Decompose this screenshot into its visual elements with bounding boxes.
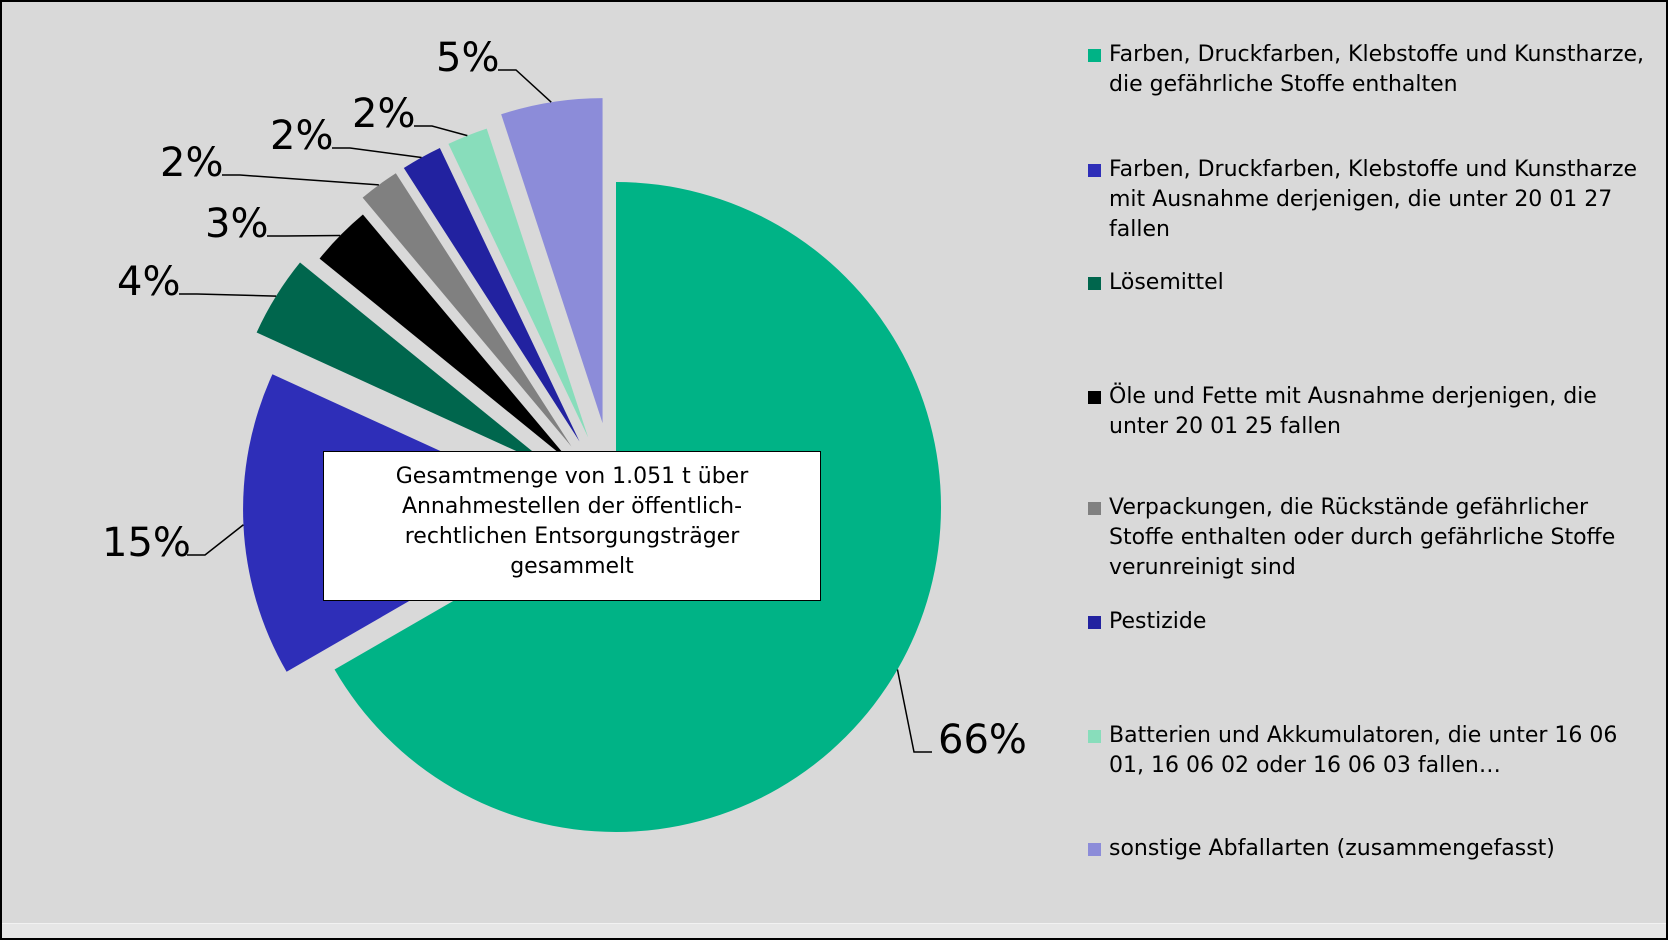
pie-slice xyxy=(403,148,580,442)
legend-item: Lösemittel xyxy=(1088,268,1648,298)
leader-line xyxy=(187,524,244,556)
legend-swatch xyxy=(1088,843,1101,856)
legend-item: Verpackungen, die Rückstände gefährliche… xyxy=(1088,493,1648,583)
legend-text: Lösemittel xyxy=(1109,270,1224,295)
data-label: 15% xyxy=(102,520,191,566)
data-label: 2% xyxy=(270,113,333,159)
legend-text: sonstige Abfallarten (zusammengefasst) xyxy=(1109,836,1555,861)
legend-swatch xyxy=(1088,49,1101,62)
legend-item: Öle und Fette mit Ausnahme derjenigen, d… xyxy=(1088,382,1648,442)
legend-text: Batterien und Akkumulatoren, die unter 1… xyxy=(1109,723,1618,778)
data-label: 2% xyxy=(352,91,415,137)
footer-strip xyxy=(2,923,1666,938)
data-label: 4% xyxy=(117,259,180,305)
leader-line xyxy=(222,174,379,186)
leader-line xyxy=(896,669,932,753)
legend-swatch xyxy=(1088,616,1101,629)
data-label: 2% xyxy=(160,140,223,186)
pie-slice xyxy=(362,173,572,447)
leader-line xyxy=(332,147,422,159)
legend-swatch xyxy=(1088,502,1101,515)
data-label: 5% xyxy=(436,35,499,81)
leader-line xyxy=(179,293,277,297)
legend-text: Öle und Fette mit Ausnahme derjenigen, d… xyxy=(1109,384,1597,439)
legend-item: Farben, Druckfarben, Klebstoffe und Kuns… xyxy=(1088,155,1648,245)
legend-item: Pestizide xyxy=(1088,607,1648,637)
legend-item: sonstige Abfallarten (zusammengefasst) xyxy=(1088,834,1648,864)
legend-item: Batterien und Akkumulatoren, die unter 1… xyxy=(1088,721,1648,781)
pie-slice xyxy=(501,98,603,424)
leader-line xyxy=(414,125,468,137)
leader-line xyxy=(498,69,552,103)
legend-swatch xyxy=(1088,277,1101,290)
legend-text: Farben, Druckfarben, Klebstoffe und Kuns… xyxy=(1109,157,1638,242)
legend-swatch xyxy=(1088,164,1101,177)
legend-swatch xyxy=(1088,730,1101,743)
legend-text: Pestizide xyxy=(1109,609,1207,634)
data-label: 3% xyxy=(205,201,268,247)
pie-slice xyxy=(319,214,572,464)
pie-slice xyxy=(256,262,553,468)
pie-slice xyxy=(448,128,589,438)
legend-swatch xyxy=(1088,391,1101,404)
legend-item: Farben, Druckfarben, Klebstoffe und Kuns… xyxy=(1088,40,1648,100)
data-label: 66% xyxy=(938,717,1027,763)
legend-text: Farben, Druckfarben, Klebstoffe und Kuns… xyxy=(1109,42,1645,97)
legend-text: Verpackungen, die Rückstände gefährliche… xyxy=(1109,495,1616,580)
annotation: Gesamtmenge von 1.051 t über Annahmestel… xyxy=(323,451,821,601)
